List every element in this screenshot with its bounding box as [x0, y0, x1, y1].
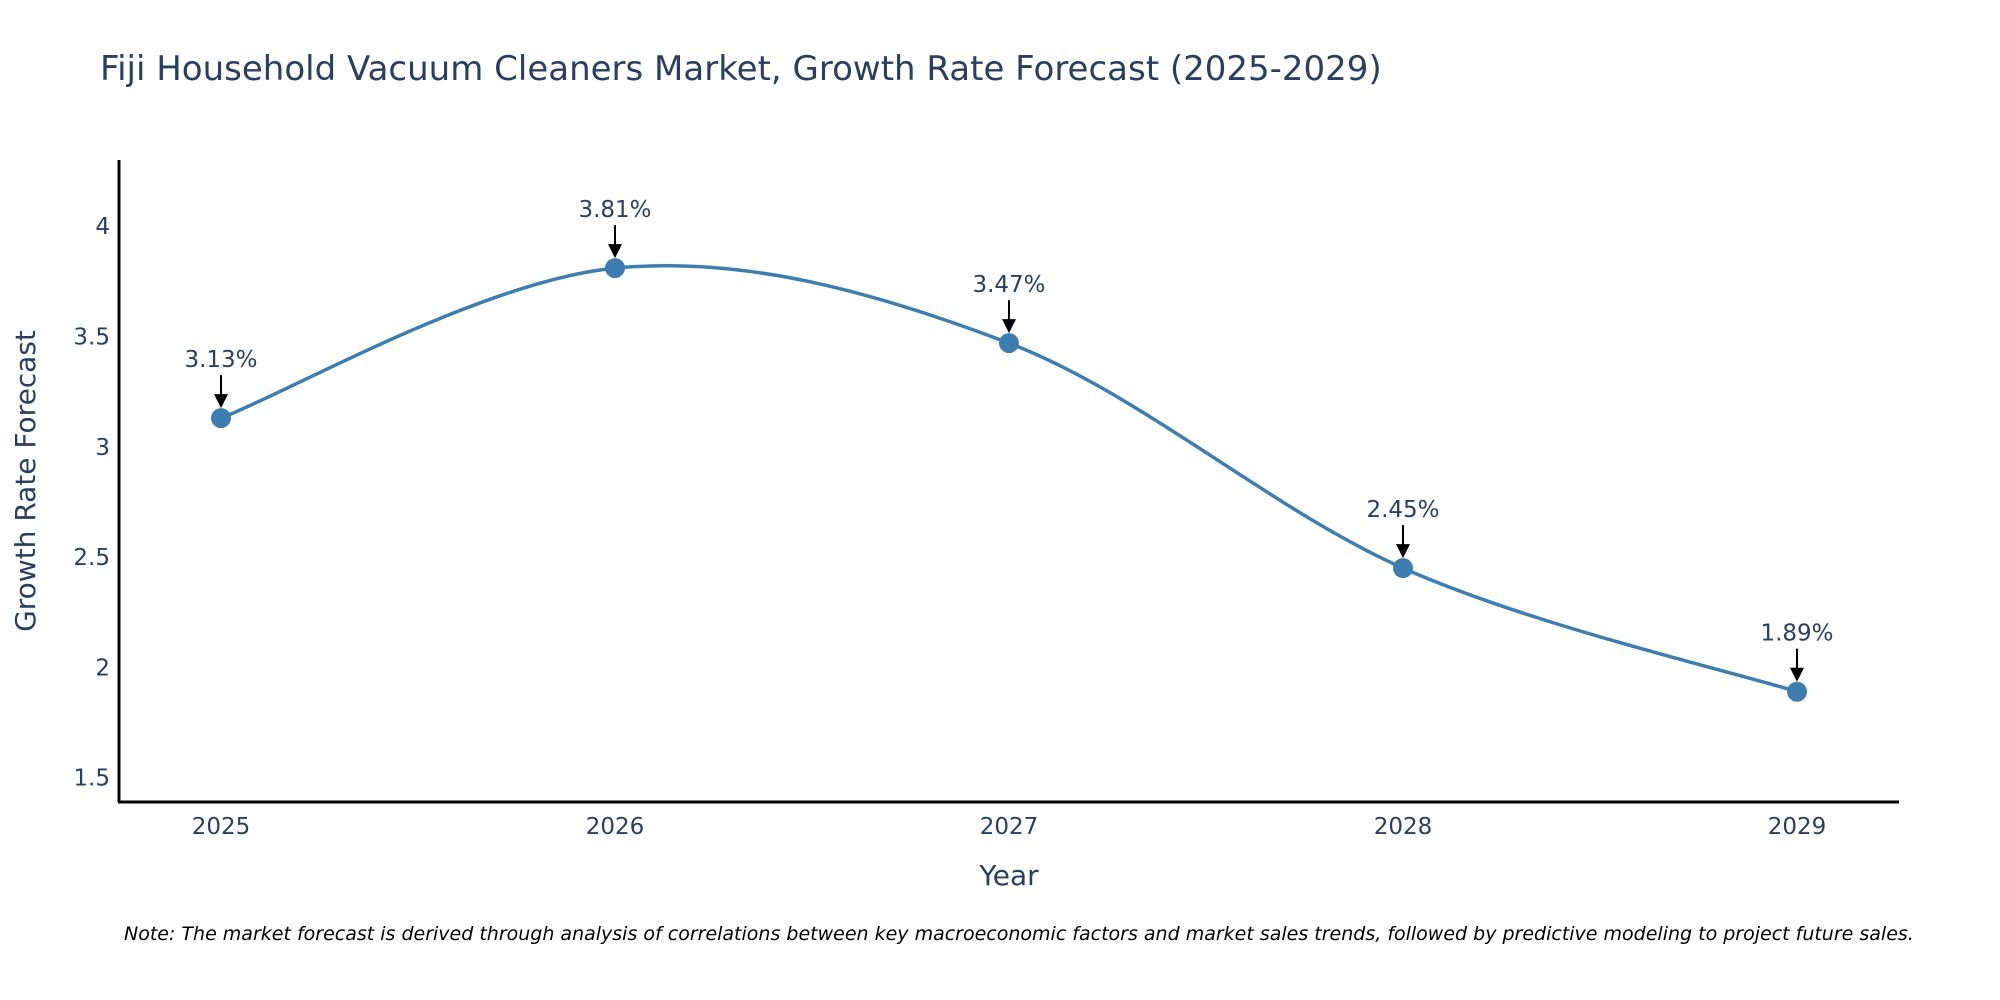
x-tick-label: 2027 [980, 814, 1039, 840]
x-tick-label: 2025 [192, 814, 251, 840]
annotation-arrowhead [1002, 319, 1016, 334]
data-label: 1.89% [1760, 621, 1833, 647]
data-point-2026 [605, 258, 625, 279]
data-point-2029 [1787, 681, 1807, 702]
x-axis-title: Year [978, 859, 1039, 892]
y-axis-ticks: 1.5 2 2.5 3 3.5 4 [73, 214, 110, 792]
data-point-2025 [211, 408, 231, 429]
y-tick-label: 4 [95, 214, 110, 240]
y-tick-label: 3.5 [73, 325, 110, 351]
data-label: 3.47% [972, 272, 1045, 298]
data-label: 2.45% [1366, 497, 1439, 523]
y-tick-label: 2 [95, 655, 110, 681]
annotation-arrowhead [214, 394, 228, 409]
data-point-2027 [999, 333, 1019, 354]
annotation-arrowhead [608, 244, 622, 259]
y-axis-title: Growth Rate Forecast [9, 330, 42, 632]
plot-area [211, 258, 1807, 702]
annotation-arrowhead [1396, 544, 1410, 559]
forecast-note: Note: The market forecast is derived thr… [124, 923, 1914, 945]
chart-title: Fiji Household Vacuum Cleaners Market, G… [100, 49, 1382, 89]
data-labels: 3.13% 3.81% 3.47% 2.45% 1.89% [184, 197, 1834, 682]
y-tick-label: 1.5 [73, 766, 110, 792]
x-tick-label: 2029 [1768, 814, 1827, 840]
data-label: 3.81% [578, 197, 651, 223]
data-point-2028 [1393, 558, 1413, 579]
data-label: 3.13% [184, 347, 257, 373]
x-tick-label: 2026 [586, 814, 645, 840]
annotation-arrowhead [1790, 667, 1804, 682]
y-tick-label: 2.5 [73, 545, 110, 571]
x-tick-label: 2028 [1374, 814, 1433, 840]
y-tick-label: 3 [95, 435, 110, 461]
x-axis-ticks: 2025 2026 2027 2028 2029 [192, 814, 1827, 840]
